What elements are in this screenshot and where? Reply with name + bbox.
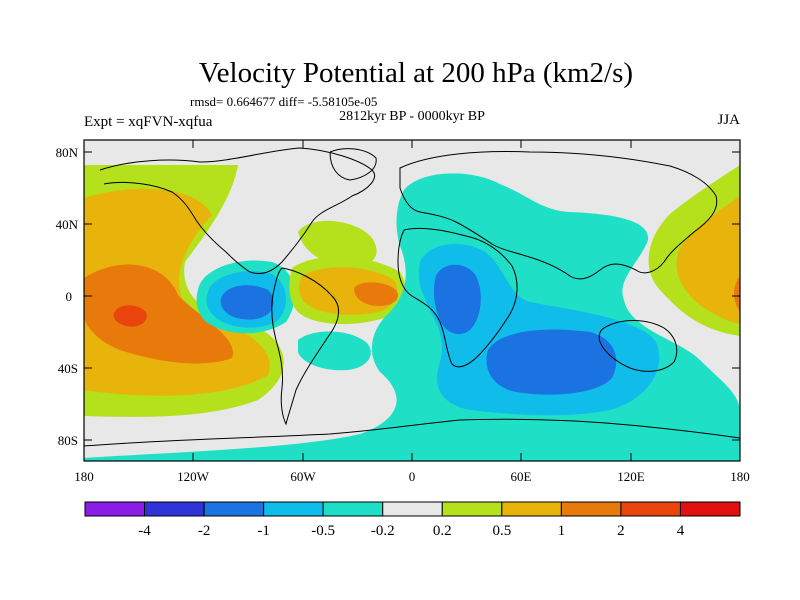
lat-tick-40n: 40N — [56, 217, 79, 232]
colorbar-box-3 — [263, 501, 324, 517]
lat-tick-40s: 40S — [58, 361, 78, 376]
contour-wpac-0.5 — [676, 196, 740, 324]
colorbar-label-3: -0.5 — [311, 523, 335, 539]
coastline-eurasia — [399, 151, 718, 280]
colorbar-labels: -4 -2 -1 -0.5 -0.2 0.2 0.5 1 2 4 — [138, 523, 684, 539]
colorbar-boxes — [84, 501, 741, 517]
contour-atlantic-0.2 — [298, 220, 377, 267]
colorbar-box-1 — [144, 501, 205, 517]
contour-pacific-2 — [113, 305, 147, 327]
lat-tick-0: 0 — [66, 289, 73, 304]
lon-axis — [83, 140, 741, 461]
coastline-south-america — [271, 267, 339, 426]
colorbar-label-4: -0.2 — [371, 523, 395, 539]
contour-wpac-1 — [734, 276, 740, 312]
colorbar-box-2 — [203, 501, 265, 517]
contour-indian-neg-1-ocean — [486, 329, 617, 395]
colorbar-label-9: 4 — [677, 523, 685, 539]
colorbar-box-0 — [84, 501, 146, 517]
colorbar-box-5 — [382, 501, 443, 517]
contour-pacific-1 — [84, 264, 234, 364]
lon-tick-180e: 180 — [730, 469, 750, 484]
coastline-north-america — [99, 147, 375, 275]
lon-tick-180w: 180 — [74, 469, 94, 484]
colorbar-label-5: 0.2 — [433, 523, 452, 539]
colorbar-label-7: 1 — [558, 523, 566, 539]
colorbar-box-7 — [501, 501, 562, 517]
colorbar-label-6: 0.5 — [492, 523, 511, 539]
lon-tick-labels: 180 120W 60W 0 60E 120E 180 — [74, 469, 750, 484]
season-label: JJA — [717, 112, 740, 128]
plot-title: Velocity Potential at 200 hPa (km2/s) — [199, 57, 633, 89]
contour-atlantic-1 — [354, 282, 399, 306]
lon-tick-60e: 60E — [511, 469, 532, 484]
lon-tick-0: 0 — [409, 469, 416, 484]
colorbar-label-2: -1 — [257, 523, 270, 539]
lat-tick-labels: 80N 40N 0 40S 80S — [56, 145, 79, 448]
contour-satlantic-neg — [298, 331, 371, 371]
coastline-greenland — [329, 148, 377, 181]
coastline-antarctica — [84, 418, 740, 447]
colorbar: -4 -2 -1 -0.5 -0.2 0.2 0.5 1 2 4 — [84, 501, 741, 539]
coastlines — [84, 147, 740, 447]
lat-axis — [84, 151, 740, 441]
lat-tick-80s: 80S — [58, 433, 78, 448]
stats-line: rmsd= 0.664677 diff= -5.58105e-05 — [190, 94, 377, 109]
colorbar-label-1: -2 — [198, 523, 211, 539]
colorbar-box-10 — [679, 501, 741, 517]
map-panel: 80N 40N 0 40S 80S 180 120W 60W 0 60E — [56, 139, 750, 484]
lon-tick-120e: 120E — [617, 469, 645, 484]
coastline-africa — [397, 227, 518, 368]
colorbar-label-8: 2 — [617, 523, 625, 539]
colorbar-box-6 — [441, 501, 503, 517]
lon-tick-120w: 120W — [177, 469, 210, 484]
colorbar-label-0: -4 — [138, 523, 151, 539]
contour-indian-neg-1-africa — [433, 264, 481, 335]
colorbar-box-8 — [560, 501, 622, 517]
experiment-label: Expt = xqFVN-xqfua — [84, 114, 213, 130]
colorbar-box-9 — [620, 501, 681, 517]
lon-tick-60w: 60W — [290, 469, 316, 484]
lat-tick-80n: 80N — [56, 145, 79, 160]
colorbar-box-4 — [322, 501, 384, 517]
period-label: 2812kyr BP - 0000kyr BP — [339, 109, 485, 124]
coastline-australia — [598, 320, 678, 372]
contour-eastpac-neg-1 — [220, 285, 274, 320]
